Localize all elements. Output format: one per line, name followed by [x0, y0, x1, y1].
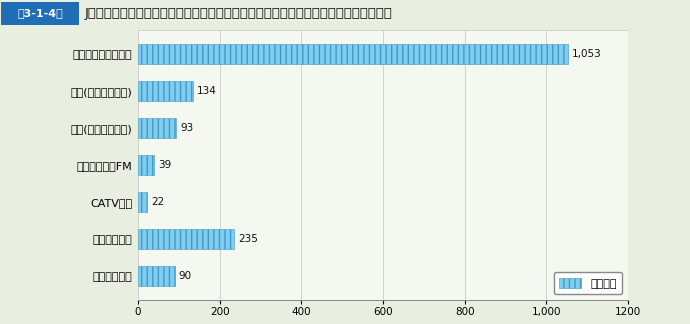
Text: 39: 39: [158, 160, 171, 170]
Bar: [138, 228, 234, 249]
Text: 第3-1-4図: 第3-1-4図: [17, 8, 63, 18]
Text: 1,053: 1,053: [572, 49, 602, 59]
Bar: [138, 155, 154, 175]
Text: 134: 134: [197, 86, 217, 96]
Legend: 市町村数: 市町村数: [553, 272, 622, 294]
Text: 235: 235: [238, 234, 258, 244]
Bar: [138, 81, 193, 101]
Bar: [138, 265, 175, 286]
Bar: [138, 118, 176, 138]
Text: 93: 93: [180, 123, 193, 133]
Bar: [1, 2, 79, 25]
Text: Jアラートの全国一斎情報伝達訓練において自動起動訓練を行った情報伝達手段の状況: Jアラートの全国一斎情報伝達訓練において自動起動訓練を行った情報伝達手段の状況: [85, 7, 393, 20]
Text: 90: 90: [179, 271, 192, 281]
Bar: [138, 44, 568, 64]
Text: 22: 22: [151, 197, 164, 207]
Bar: [138, 191, 147, 212]
